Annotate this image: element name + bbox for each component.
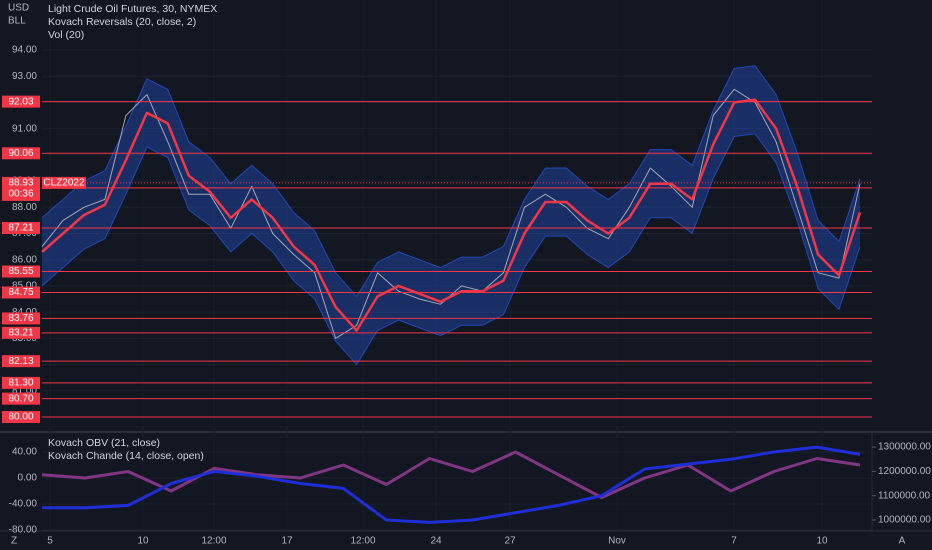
y-tick-label: 94.00 [12, 45, 37, 56]
y2-tick-label: 1200000.00 [878, 466, 931, 477]
level-label-box [2, 221, 40, 234]
level-label-box [2, 286, 40, 299]
corner-button[interactable]: Z [11, 536, 17, 547]
level-label: 80.00 [8, 412, 33, 423]
y-tick-label: 0.00 [18, 473, 38, 484]
x-tick-label: Nov [608, 536, 626, 547]
y-tick-label: 86.00 [12, 254, 37, 265]
level-label: 85.55 [8, 266, 33, 277]
level-label-box [2, 265, 40, 278]
level-label: 82.13 [8, 356, 33, 367]
y-tick-label: -40.00 [9, 499, 38, 510]
y-tick-label: 91.00 [12, 123, 37, 134]
y2-tick-label: 1100000.00 [878, 490, 931, 501]
level-label: 92.03 [8, 96, 33, 107]
series-line [41, 133, 861, 366]
unit: BLL [8, 16, 26, 27]
x-tick-label: 5 [47, 536, 53, 547]
series-line [42, 445, 861, 524]
level-label-box [2, 95, 40, 108]
y-tick-label: 93.00 [12, 71, 37, 82]
level-label: 80.70 [8, 393, 33, 404]
series-line [41, 98, 862, 332]
x-tick-label: 10 [137, 536, 149, 547]
y-tick-label: 84.00 [12, 307, 37, 318]
level-label-box [2, 376, 40, 389]
currency: USD [8, 3, 29, 14]
y2-tick-label: 1000000.00 [878, 515, 931, 526]
indicator-title: Kovach Chande (14, close, open) [48, 450, 204, 462]
level-label-box [2, 411, 40, 423]
symbol-box [42, 176, 86, 189]
y-tick-label: 85.00 [12, 281, 37, 292]
x-tick-label: 12:00 [350, 536, 375, 547]
level-label-box [2, 147, 40, 160]
band-area [42, 65, 860, 365]
y-tick-label: 88.00 [12, 202, 37, 213]
x-tick-label: 7 [731, 536, 737, 547]
x-tick-label: 17 [281, 536, 293, 547]
last-price-label: 88.93 [8, 178, 33, 189]
indicator-title: Kovach Reversals (20, close, 2) [48, 16, 196, 28]
series-line [41, 65, 861, 297]
level-label: 83.21 [8, 327, 33, 338]
x-tick-label: 12:00 [201, 536, 226, 547]
last-price-box [2, 176, 40, 201]
level-label: 84.75 [8, 287, 33, 298]
series-line [41, 450, 861, 499]
x-tick-label: 10 [816, 536, 828, 547]
level-label: 90.06 [8, 148, 33, 159]
level-label-box [2, 392, 40, 405]
y-tick-label: 81.00 [12, 385, 37, 396]
indicator-title: Vol (20) [48, 29, 84, 41]
chart-title: Light Crude Oil Futures, 30, NYMEX [48, 3, 217, 15]
level-label: 83.76 [8, 313, 33, 324]
level-label: 87.21 [8, 223, 33, 234]
y-tick-label: 40.00 [12, 447, 37, 458]
level-label-box [2, 326, 40, 339]
level-label-box [2, 312, 40, 325]
corner-button[interactable]: A [899, 536, 906, 547]
symbol-label: CLZ2022 [43, 178, 85, 189]
x-tick-label: 27 [504, 536, 516, 547]
indicator-title: Kovach OBV (21, close) [48, 437, 160, 449]
x-tick-label: 24 [430, 536, 442, 547]
last-price-label: 00:36 [8, 189, 33, 200]
y-tick-label: -80.00 [9, 525, 38, 536]
y2-tick-label: 1300000.00 [878, 442, 931, 453]
level-label-box [2, 355, 40, 368]
level-label: 81.30 [8, 378, 33, 389]
